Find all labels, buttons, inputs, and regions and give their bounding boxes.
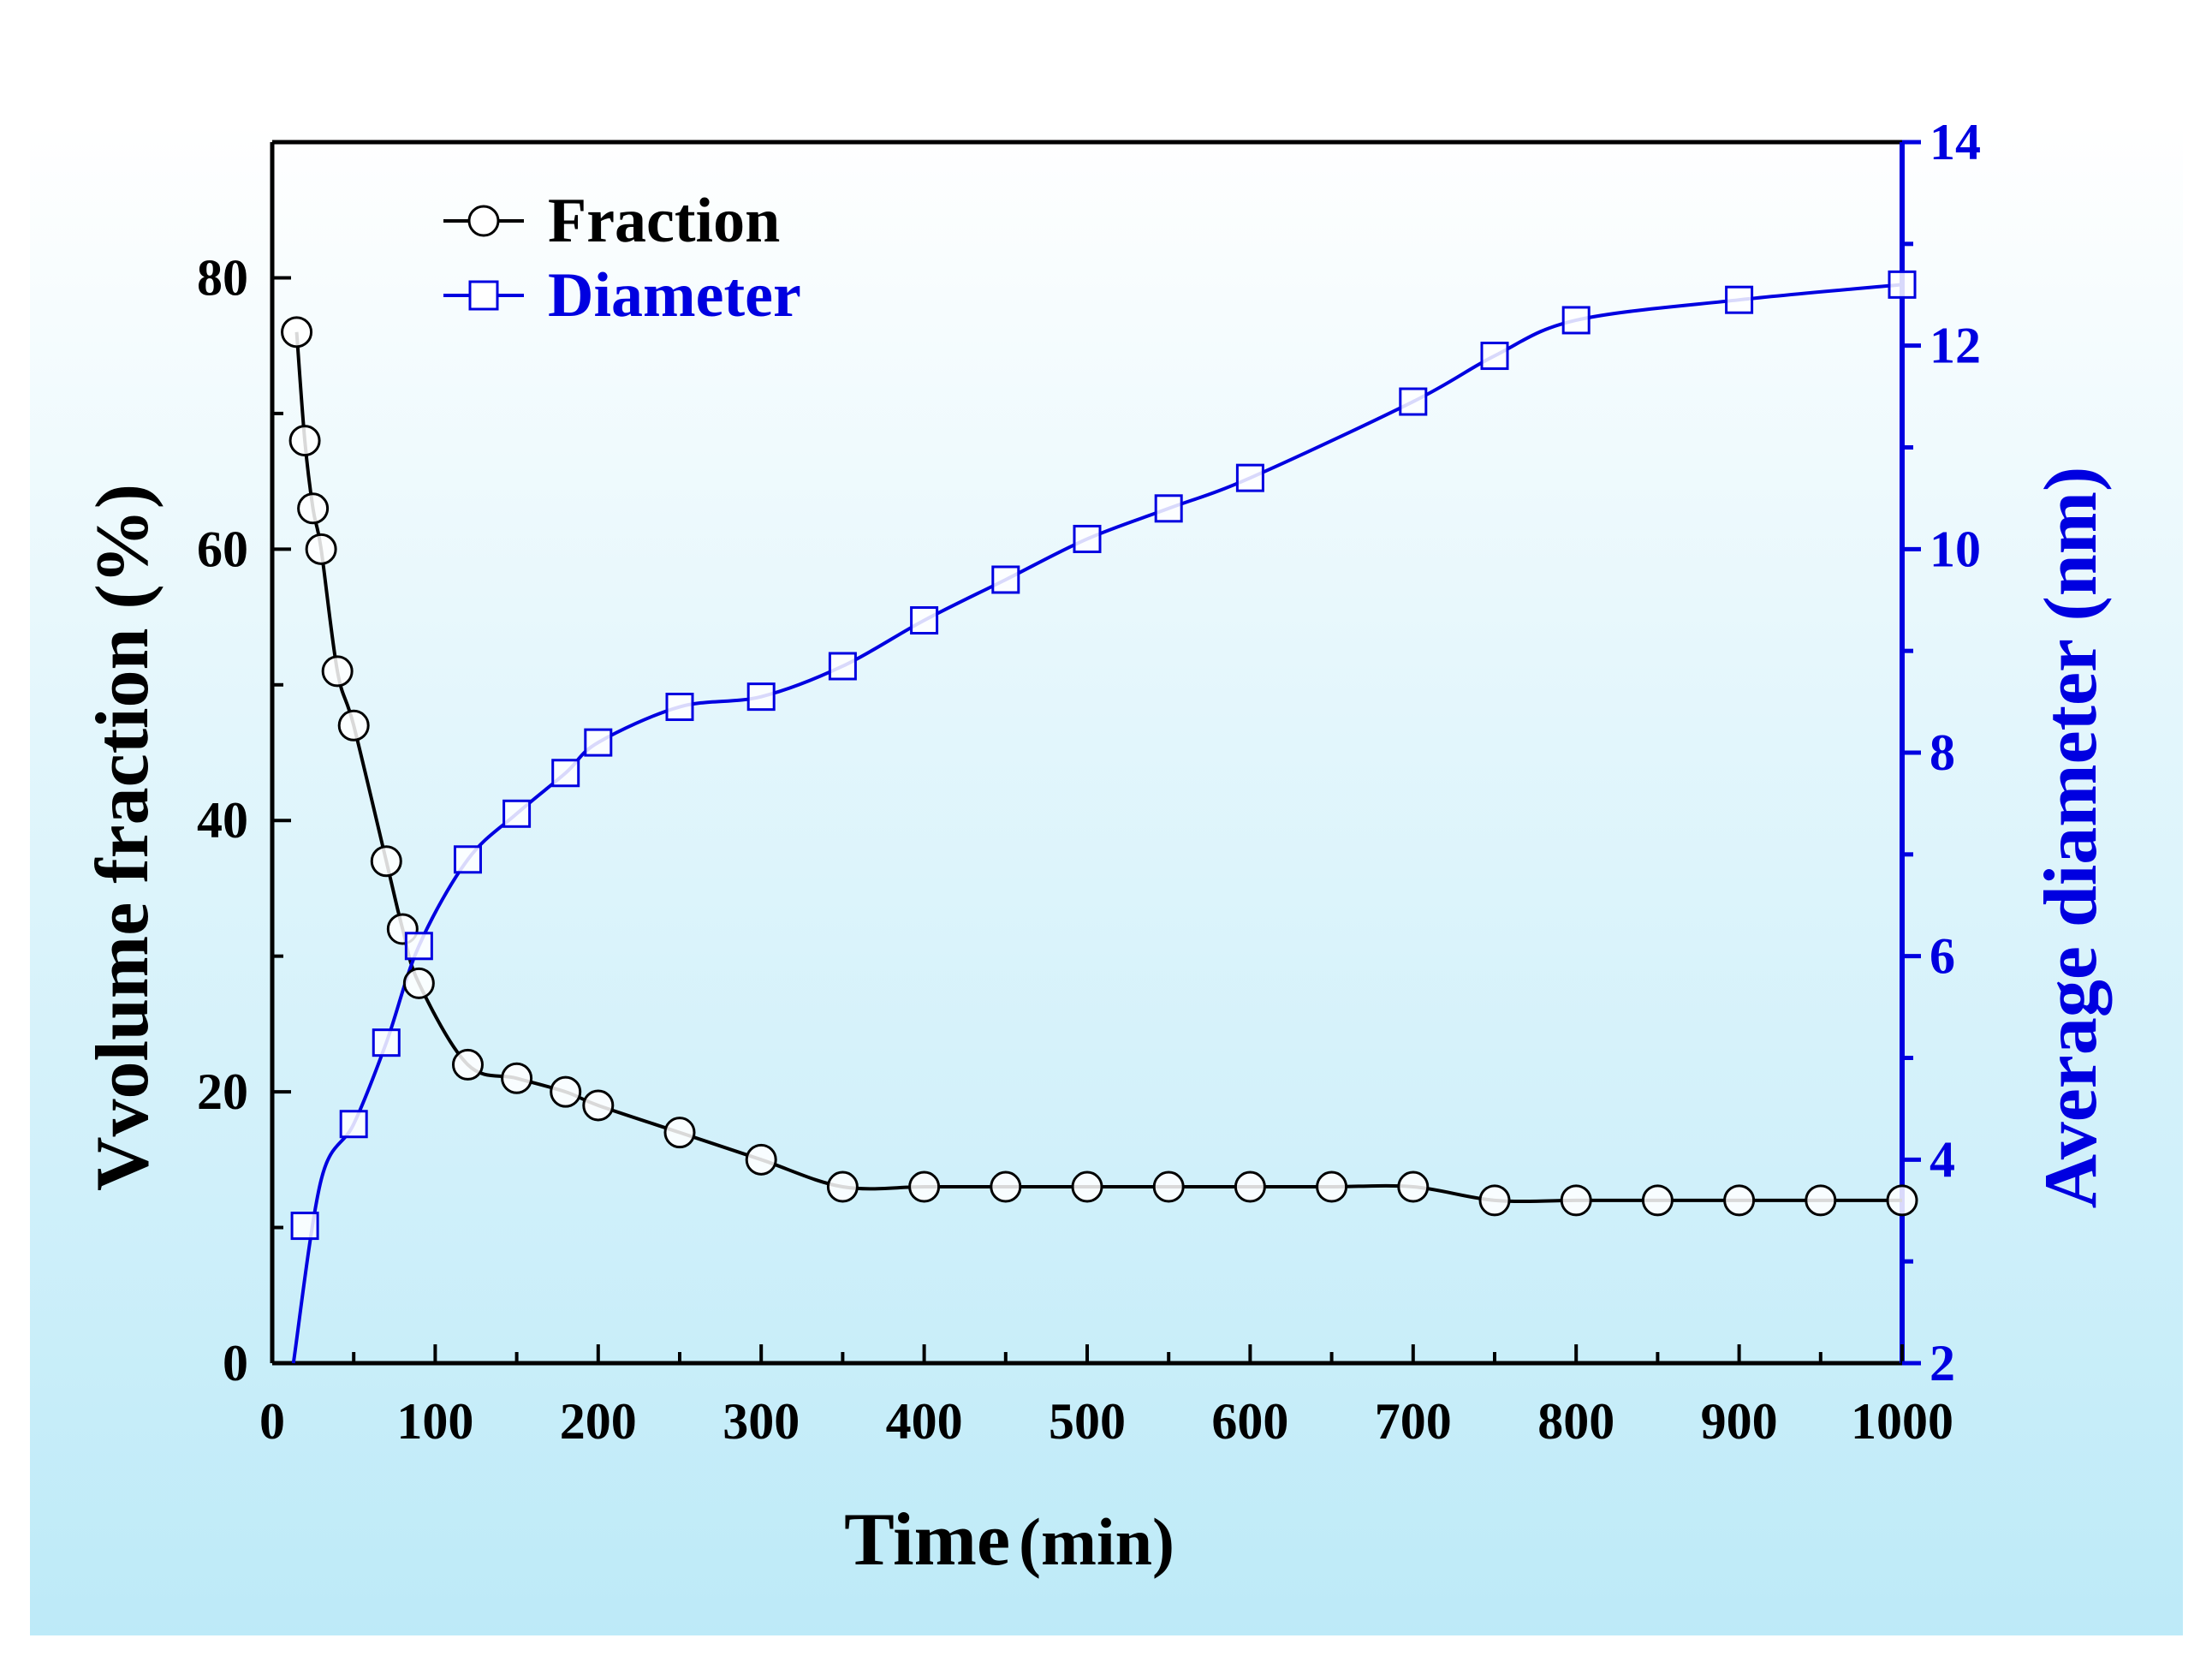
x-tick-label: 600 (1211, 1393, 1288, 1450)
fraction-point (990, 1171, 1022, 1203)
y-right-tick-label: 12 (1930, 318, 1981, 374)
fraction-point (1723, 1184, 1756, 1217)
y-left-tick-label: 80 (197, 249, 248, 306)
y-right-tick-label: 14 (1930, 114, 1981, 170)
diameter-point (1399, 387, 1428, 416)
y-right-tick-label: 10 (1930, 521, 1981, 577)
diameter-point (1888, 270, 1917, 299)
y-right-tick-label: 2 (1930, 1335, 1955, 1391)
fraction-point (281, 316, 313, 348)
x-axis-unit: (min) (1019, 1504, 1174, 1579)
fraction-point (1478, 1184, 1511, 1217)
x-tick-label: 400 (886, 1393, 963, 1450)
diameter-point (665, 693, 694, 722)
fraction-point (1152, 1171, 1185, 1203)
diameter-point (339, 1110, 368, 1139)
fraction-point (1316, 1171, 1348, 1203)
y-right-axis-title: Average diameter (nm) (2030, 467, 2113, 1209)
fraction-point (297, 492, 330, 525)
y-left-tick-label: 60 (197, 521, 248, 577)
fraction-point (1805, 1184, 1837, 1217)
diameter-point (290, 1212, 319, 1241)
diameter-point (502, 799, 532, 828)
fraction-point (402, 967, 435, 999)
y-left-tick-label: 40 (197, 792, 248, 849)
diameter-point (404, 932, 433, 961)
chart-background (30, 124, 2183, 1635)
fraction-point (582, 1089, 615, 1122)
fraction-point (826, 1171, 859, 1203)
diameter-point (1073, 524, 1102, 553)
fraction-point (1071, 1171, 1103, 1203)
diameter-point (828, 652, 857, 681)
x-tick-label: 100 (396, 1393, 473, 1450)
x-tick-label: 200 (560, 1393, 637, 1450)
diameter-point (453, 845, 482, 874)
diameter-point (1561, 306, 1591, 335)
fraction-point (550, 1075, 582, 1108)
diameter-point (1235, 463, 1264, 492)
legend-diameter-label: Diameter (548, 260, 801, 331)
x-tick-label: 300 (722, 1393, 800, 1450)
x-tick-label: 500 (1049, 1393, 1126, 1450)
fraction-point (1560, 1184, 1592, 1217)
x-axis-title: Time (844, 1498, 1010, 1582)
fraction-point (337, 709, 370, 742)
fraction-point (1397, 1171, 1430, 1203)
diameter-point (991, 565, 1020, 594)
diameter-point (1154, 494, 1183, 523)
diameter-point (372, 1028, 401, 1057)
x-tick-label: 800 (1537, 1393, 1614, 1450)
legend-diameter-marker (468, 280, 499, 311)
y-right-tick-label: 4 (1930, 1131, 1955, 1188)
fraction-point (1641, 1184, 1674, 1217)
fraction-point (288, 425, 321, 457)
diameter-point (1480, 342, 1509, 371)
x-tick-label: 1000 (1851, 1393, 1953, 1450)
y-right-tick-label: 6 (1930, 928, 1955, 985)
diameter-point (746, 682, 776, 712)
fraction-point (370, 845, 402, 878)
legend: Fraction Diameter (443, 186, 801, 331)
x-tick-label: 900 (1701, 1393, 1778, 1450)
fraction-point (745, 1143, 777, 1176)
diameter-point (584, 728, 613, 757)
fraction-point (1234, 1171, 1266, 1203)
fraction-point (321, 655, 354, 688)
diameter-point (1725, 285, 1754, 314)
x-tick-label: 0 (259, 1393, 285, 1450)
fraction-point (501, 1062, 533, 1094)
y-right-tick-label: 8 (1930, 724, 1955, 781)
fraction-point (663, 1117, 696, 1149)
fraction-point (908, 1171, 941, 1203)
fraction-point (1886, 1184, 1918, 1217)
diameter-point (910, 606, 939, 635)
legend-fraction-marker (467, 205, 500, 237)
fraction-point (305, 533, 337, 565)
y-left-tick-label: 20 (197, 1063, 248, 1120)
legend-fraction-label: Fraction (548, 186, 780, 256)
y-left-tick-label: 0 (223, 1335, 248, 1391)
x-tick-label: 700 (1375, 1393, 1452, 1450)
diameter-point (551, 759, 580, 788)
y-left-axis-title: Vvolume fraction (%) (81, 484, 164, 1191)
fraction-point (451, 1048, 484, 1081)
